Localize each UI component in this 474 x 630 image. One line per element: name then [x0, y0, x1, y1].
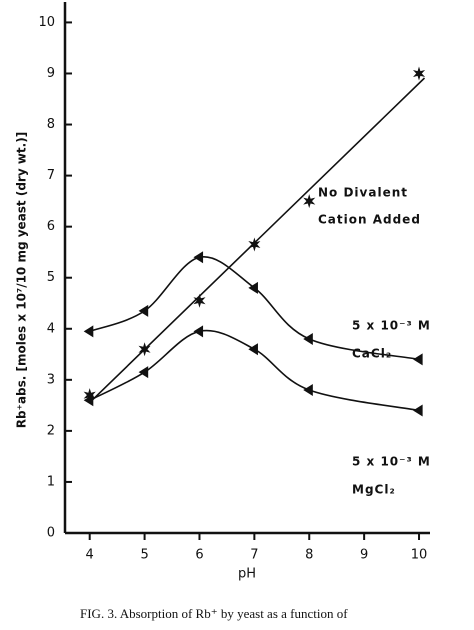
- caption: FIG. 3. Absorption of Rb⁺ by yeast as a …: [80, 606, 348, 621]
- marker: [83, 388, 96, 403]
- x-tick-label: 6: [195, 548, 203, 563]
- y-tick-label: 2: [47, 423, 55, 438]
- marker: [248, 343, 258, 356]
- annotation: MgCl₂: [352, 483, 396, 497]
- y-axis-label: Rb⁺abs. [moles x 10⁷/10 mg yeast (dry wt…: [15, 132, 29, 428]
- marker: [303, 384, 313, 397]
- y-tick-label: 0: [47, 526, 55, 541]
- marker: [303, 194, 316, 209]
- marker: [138, 366, 149, 379]
- annotation: No Divalent: [318, 186, 408, 200]
- y-tick-label: 7: [47, 168, 55, 183]
- marker: [413, 353, 423, 366]
- annotation: Cation Added: [318, 213, 421, 227]
- y-tick-label: 5: [47, 270, 55, 285]
- x-tick-label: 5: [140, 548, 148, 563]
- annotation: 5 x 10⁻³ M: [352, 455, 431, 469]
- marker: [303, 332, 313, 345]
- x-tick-label: 7: [250, 548, 258, 563]
- marker: [248, 237, 261, 252]
- x-axis-label: pH: [238, 567, 256, 582]
- annotation: 5 x 10⁻³ M: [352, 319, 431, 333]
- marker: [138, 304, 149, 317]
- y-tick-label: 6: [47, 219, 55, 234]
- x-tick-label: 10: [411, 548, 428, 563]
- marker: [193, 293, 206, 308]
- marker: [413, 66, 426, 81]
- marker: [83, 325, 94, 338]
- y-tick-label: 9: [47, 66, 55, 81]
- y-tick-label: 1: [47, 474, 55, 489]
- x-tick-label: 4: [86, 548, 94, 563]
- y-tick-label: 8: [47, 117, 55, 132]
- y-tick-label: 4: [47, 321, 55, 336]
- curve: [89, 329, 420, 412]
- marker: [138, 342, 151, 357]
- marker: [193, 251, 204, 264]
- marker: [83, 394, 94, 407]
- marker: [248, 281, 258, 294]
- x-tick-label: 8: [305, 548, 313, 563]
- marker: [413, 404, 423, 417]
- y-tick-label: 10: [38, 15, 55, 30]
- curve: [89, 256, 420, 361]
- marker: [193, 325, 204, 338]
- y-tick-label: 3: [47, 372, 55, 387]
- x-tick-label: 9: [360, 548, 368, 563]
